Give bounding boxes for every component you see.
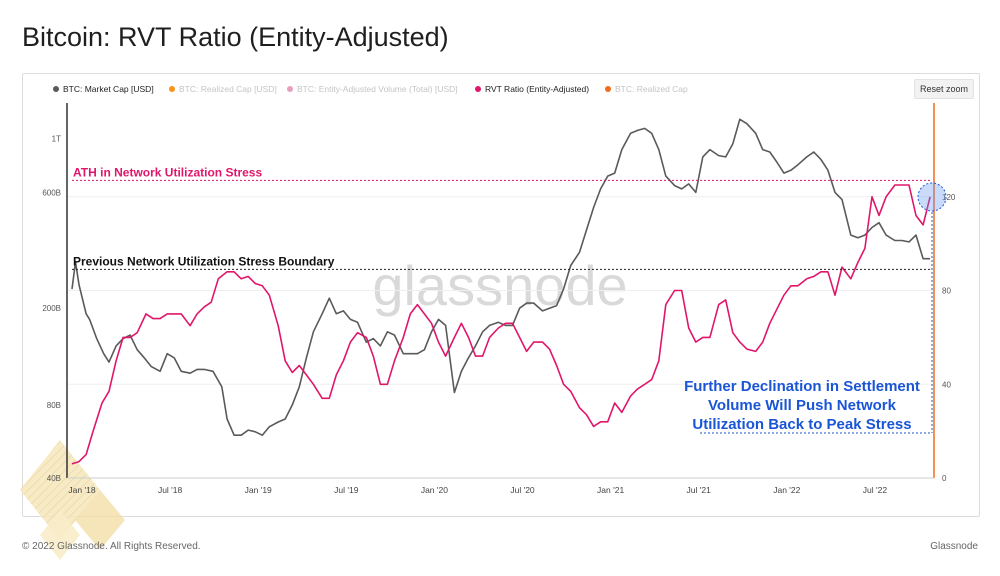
brand-text: Glassnode: [930, 541, 978, 552]
boundary-annotation-label: Previous Network Utilization Stress Boun…: [73, 254, 335, 268]
chart-card: [22, 73, 980, 517]
y-left-tick-label: 40B: [47, 474, 61, 483]
legend-label[interactable]: BTC: Entity-Adjusted Volume (Total) [USD…: [297, 84, 458, 94]
page-title: Bitcoin: RVT Ratio (Entity-Adjusted): [22, 22, 449, 52]
y-left-tick-label: 80B: [47, 401, 61, 410]
y-left-tick-label: 600B: [42, 188, 61, 197]
decorative-diamond-ornament: [20, 440, 125, 560]
series-group: [71, 118, 931, 465]
callout-text-line: Volume Will Push Network: [708, 397, 897, 414]
x-axis: Jan '18 Jul '18 Jan '19 Jul '19 Jan '20 Jul '…: [67, 477, 934, 495]
rvt-ratio-line: [71, 184, 931, 465]
reset-zoom-button[interactable]: Reset zoom: [914, 79, 974, 99]
legend-marker: [169, 86, 175, 92]
callout-text-line: Utilization Back to Peak Stress: [692, 416, 911, 433]
glassnode-watermark: glassnode: [372, 254, 627, 317]
x-tick-label: Jan '19: [245, 485, 272, 495]
legend-label[interactable]: BTC: Realized Cap [USD]: [179, 84, 277, 94]
x-tick-label: Jan '18: [68, 485, 95, 495]
x-tick-label: Jul '20: [510, 485, 535, 495]
legend-label[interactable]: BTC: Market Cap [USD]: [63, 84, 154, 94]
y-axis-right: 0 40 80 120: [933, 103, 956, 483]
legend-item-1[interactable]: BTC: Realized Cap [USD]: [169, 84, 277, 94]
y-right-tick-label: 0: [942, 474, 947, 483]
market-cap-line: [71, 118, 931, 436]
y-left-tick-label: 200B: [42, 304, 61, 313]
y-left-tick-label: 1T: [52, 134, 61, 143]
legend-item-3[interactable]: RVT Ratio (Entity-Adjusted): [475, 84, 589, 94]
legend-marker: [53, 86, 59, 92]
legend-item-0[interactable]: BTC: Market Cap [USD]: [53, 84, 154, 94]
grid-lines: [67, 196, 934, 479]
x-tick-label: Jan '22: [773, 485, 800, 495]
x-tick-label: Jan '21: [597, 485, 624, 495]
y-right-tick-label: 40: [942, 380, 951, 389]
legend-item-2[interactable]: BTC: Entity-Adjusted Volume (Total) [USD…: [287, 84, 458, 94]
legend-marker: [475, 86, 481, 92]
callout-text-line: Further Declination in Settlement: [684, 378, 920, 395]
legend-label[interactable]: BTC: Realized Cap: [615, 84, 688, 94]
y-right-tick-label: 120: [942, 193, 956, 202]
y-right-tick-label: 80: [942, 287, 951, 296]
legend-label[interactable]: RVT Ratio (Entity-Adjusted): [485, 84, 589, 94]
legend-marker: [287, 86, 293, 92]
legend-marker: [605, 86, 611, 92]
copyright-text: © 2022 Glassnode. All Rights Reserved.: [22, 541, 201, 552]
x-tick-label: Jul '19: [334, 485, 359, 495]
chart-legend[interactable]: BTC: Market Cap [USD] BTC: Realized Cap […: [53, 84, 688, 94]
highlight-circle: [917, 182, 947, 212]
x-tick-label: Jan '20: [421, 485, 448, 495]
ath-annotation-label: ATH in Network Utilization Stress: [73, 165, 262, 179]
x-tick-label: Jul '21: [687, 485, 712, 495]
annotations-group: ATH in Network Utilization Stress Previou…: [72, 165, 947, 434]
legend-item-4[interactable]: BTC: Realized Cap: [605, 84, 688, 94]
x-tick-label: Jul '22: [863, 485, 888, 495]
x-tick-label: Jul '18: [158, 485, 183, 495]
y-axis-left: 40B 80B 200B 600B 1T: [42, 103, 68, 483]
